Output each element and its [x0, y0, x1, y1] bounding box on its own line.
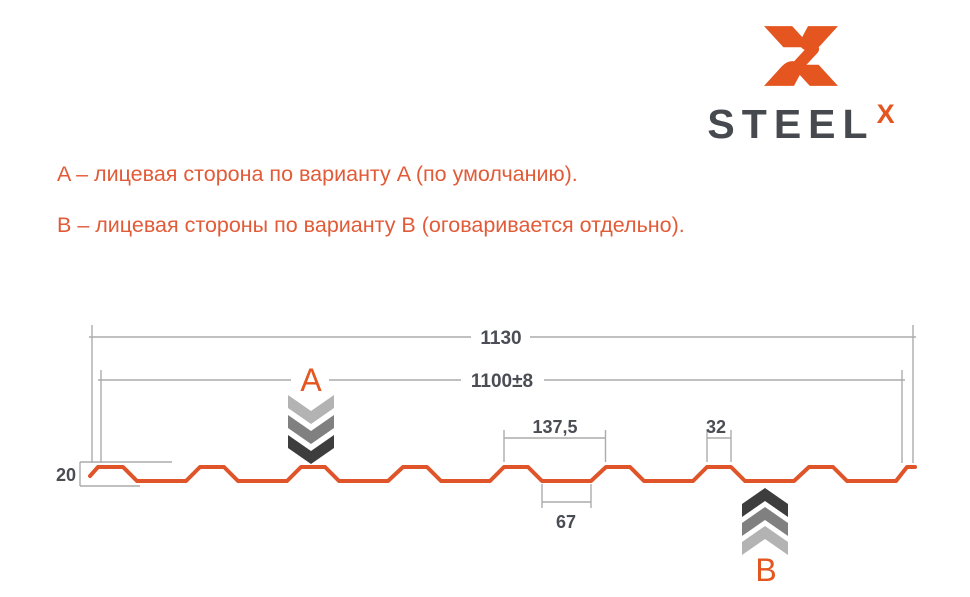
dim-height-label: 20 [56, 465, 76, 485]
dim-total-width-label: 1130 [480, 328, 521, 349]
dim-working-width-label: 1100±8 [471, 371, 533, 392]
dim-20: 20 [56, 461, 172, 487]
dim-1100: 1100±8 [98, 370, 905, 463]
chevron-down-icon [288, 395, 334, 464]
logo-wordmark-steel: STEEL [707, 101, 875, 147]
logo-wordmark: STEEL X [690, 99, 912, 147]
profile-drawing: 1130 1100±8 A 137,5 32 20 [56, 325, 917, 588]
profile-sheet-outline [88, 465, 917, 483]
dim-rib-bottom-label: 67 [556, 512, 576, 532]
dim-67: 67 [541, 484, 592, 532]
steelx-logo-icon [764, 26, 838, 86]
note-variant-b: B – лицевая стороны по варианту B (огова… [57, 213, 685, 237]
dim-137-5: 137,5 [503, 417, 607, 462]
steelx-logo: STEEL X [690, 22, 912, 145]
note-variant-a: A – лицевая сторона по варианту A (по ум… [57, 162, 578, 186]
dim-32: 32 [706, 417, 732, 462]
logo-wordmark-x: X [876, 99, 895, 129]
marker-a-letter: A [300, 362, 322, 398]
chevron-up-icon [742, 488, 788, 555]
marker-b-letter: B [755, 552, 776, 588]
dim-1130: 1130 [89, 325, 916, 463]
marker-side-b: B [742, 488, 788, 588]
dim-rib-pitch-label: 137,5 [532, 417, 577, 437]
dim-rib-top-label: 32 [706, 417, 726, 437]
marker-side-a: A [288, 362, 334, 464]
